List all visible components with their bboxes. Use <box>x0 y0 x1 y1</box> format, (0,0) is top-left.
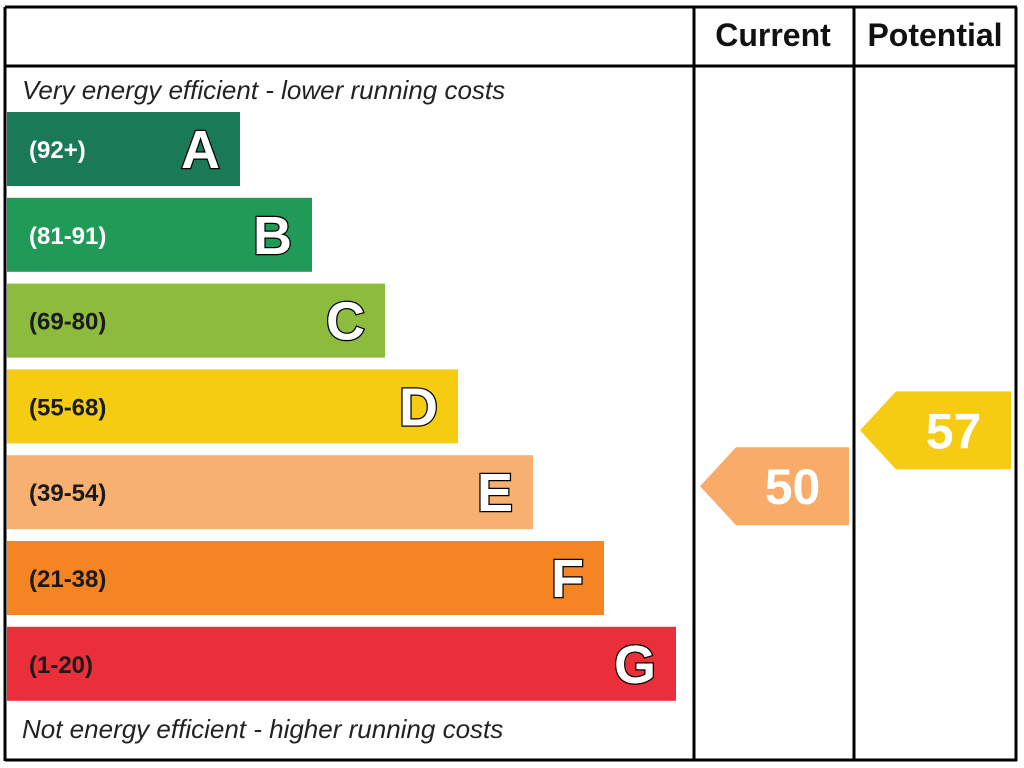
potential-rating-arrow: 57 <box>860 391 1011 470</box>
band-letter: C <box>326 292 365 352</box>
rating-arrow-shape <box>860 391 1011 470</box>
current-rating-arrow: 50 <box>700 447 849 526</box>
band-letter: F <box>551 549 584 609</box>
band-g: (1-20) G <box>7 626 676 701</box>
band-bar <box>7 455 533 530</box>
band-range-label: (21-38) <box>29 566 106 593</box>
band-f: (21-38) F <box>7 541 604 615</box>
band-letter: D <box>399 377 438 437</box>
rating-bands: (92+) A (81-91) B (69-80) C (55-68) D (39-54) E (2… <box>7 112 676 701</box>
band-range-label: (39-54) <box>29 480 106 507</box>
bottom-efficiency-note: Not energy efficient - higher running co… <box>22 714 503 744</box>
band-bar <box>7 541 604 615</box>
band-letter: A <box>181 120 220 180</box>
band-letter: B <box>253 206 292 266</box>
top-efficiency-note: Very energy efficient - lower running co… <box>22 75 505 105</box>
band-bar <box>7 626 676 701</box>
band-range-label: (55-68) <box>29 394 106 421</box>
rating-value: 57 <box>926 403 982 459</box>
band-range-label: (92+) <box>29 137 86 164</box>
band-a: (92+) A <box>7 112 240 186</box>
rating-value: 50 <box>765 459 821 515</box>
band-b: (81-91) B <box>7 197 312 272</box>
band-range-label: (1-20) <box>29 652 93 679</box>
band-range-label: (81-91) <box>29 223 106 250</box>
band-e: (39-54) E <box>7 455 533 530</box>
band-bar <box>7 369 458 444</box>
current-column-header: Current <box>715 17 831 53</box>
band-bar <box>7 283 385 358</box>
band-bar <box>7 112 240 186</box>
rating-arrows: 50 57 <box>700 391 1011 526</box>
band-c: (69-80) C <box>7 283 385 358</box>
band-letter: E <box>477 463 513 523</box>
band-range-label: (69-80) <box>29 309 106 336</box>
chart-frame <box>3 5 1018 762</box>
rating-arrow-shape <box>700 447 849 526</box>
band-letter: G <box>614 635 656 695</box>
band-d: (55-68) D <box>7 369 458 444</box>
band-bar <box>7 197 312 272</box>
potential-column-header: Potential <box>867 17 1002 53</box>
